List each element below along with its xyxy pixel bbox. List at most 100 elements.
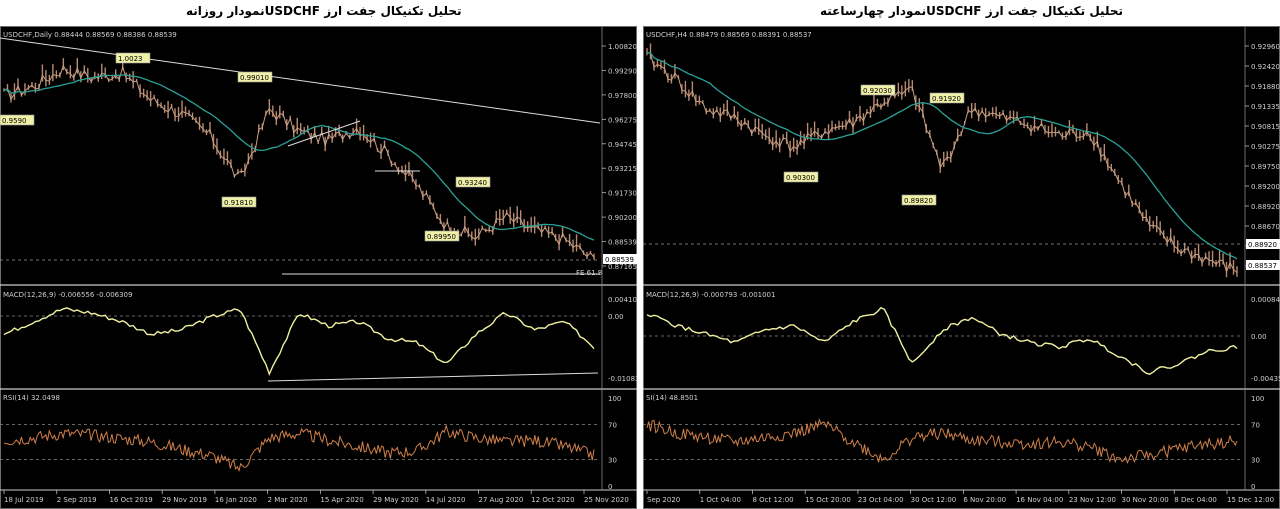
date-tick-label: 15 Dec 12:00 [1227,496,1274,504]
rsi-tick-label: 70 [608,421,617,429]
date-tick-label: 1 Oct 04:00 [700,496,741,504]
price-annotation-label: 0.99010 [240,74,269,82]
price-annotation-label: 0.89820 [904,197,933,205]
right-rsi-header: SI(14) 48.8501 [646,394,698,402]
date-tick-label: 18 Jul 2019 [4,496,44,504]
macd-tick-label: 0.000848 [1251,296,1280,304]
price-annotation-box [115,52,151,64]
price-annotation-box [424,230,460,242]
price-annotation-box [237,71,273,83]
price-tick-label: 0.88670 [1251,223,1280,231]
price-tick-label: 0.96275 [608,116,637,124]
price-annotation-label: 0.93240 [458,179,487,187]
date-tick-label: 23 Nov 12:00 [1069,496,1116,504]
rsi-tick-label: 0 [608,483,612,491]
price-tick-label: 0.97800 [608,92,637,100]
date-tick-label: 23 Oct 04:00 [858,496,904,504]
left-title-pair: USDCHF [264,4,321,18]
panel-border [0,26,637,509]
price-tick-label: 1.00820 [608,43,637,51]
price-tick-label: 0.99290 [608,67,637,75]
date-tick-label: 25 Nov 2020 [584,496,629,504]
right-header: USDCHF,H4 0.88479 0.88569 0.88391 0.8853… [646,31,812,39]
left-chart-panel: USDCHF,Daily 0.88444 0.88569 0.88386 0.8… [0,26,637,509]
macd-divergence-line [267,372,599,382]
rsi-tick-label: 100 [608,395,621,403]
rsi-line [646,417,1238,464]
price-tick-label: 0.92420 [1251,63,1280,71]
rsi-tick-label: 30 [1251,457,1260,465]
macd-tick-label: 0.00 [608,313,624,321]
price-annotation-box [929,92,965,104]
level-price-box [1246,239,1280,249]
macd-line [646,306,1238,375]
price-tick-label: 0.91335 [1251,103,1280,111]
price-annotation-box [901,194,937,206]
current-price-box [603,254,637,264]
macd-line [3,307,595,376]
price-tick-label: 0.94745 [608,141,637,149]
right-title-suffix: نمودار چهارساعته [820,4,927,18]
date-tick-label: 16 Oct 2019 [109,496,152,504]
date-tick-label: 8 Dec 04:00 [1174,496,1217,504]
right-chart-title: تحلیل تکنیکال جفت ارز USDCHFنمودار چهارس… [820,4,1123,22]
price-annotation-label: 0.89950 [427,233,456,241]
date-tick-label: 30 Oct 12:00 [911,496,957,504]
price-tick-label: 0.93215 [608,165,637,173]
rsi-tick-label: 70 [1251,421,1260,429]
price-annotation-box [860,84,896,96]
moving-average-line [646,51,1238,260]
current-price-label: 0.88537 [1248,262,1277,270]
left-fe-label: FE 61.8 [576,269,602,277]
right-title-pair: USDCHF [926,4,982,18]
macd-tick-label: -0.010833 [608,375,637,383]
date-tick-label: 14 Jul 2020 [426,496,466,504]
date-tick-label: 15 Oct 20:00 [805,496,851,504]
price-tick-label: 0.92960 [1251,43,1280,51]
date-tick-label: 16 Jan 2020 [215,496,257,504]
macd-tick-label: -0.004351 [1251,375,1280,383]
date-tick-label: Sep 2020 [647,496,680,504]
rsi-tick-label: 0 [1251,483,1255,491]
left-chart-marks: 1.00820 0.99290 0.97800 0.96275 0.94745 0.932… [0,26,637,509]
rsi-line [3,424,595,472]
trend-line [287,120,361,147]
date-tick-label: 16 Nov 04:00 [1016,496,1063,504]
price-tick-label: 0.90200 [608,214,637,222]
rsi-tick-label: 100 [1251,395,1264,403]
price-tick-label: 0.89200 [1251,183,1280,191]
price-tick-label: 0.90275 [1251,143,1280,151]
date-tick-label: 12 Oct 2020 [531,496,574,504]
price-annotation-label: 0.9590 [2,117,27,125]
date-tick-label: 8 Oct 12:00 [752,496,793,504]
right-chart-marks: 0.92960 0.92420 0.91880 0.91335 0.90815 0.902… [643,26,1280,509]
price-annotation-label: 0.90300 [786,174,815,182]
price-line [3,64,595,258]
left-macd-header: MACD(12,26,9) -0.006556 -0.006309 [3,291,132,299]
price-annotation-box [221,196,257,208]
left-chart-title: تحلیل تکنیکال جفت ارز USDCHFنمودار روزان… [186,4,462,22]
date-tick-label: 29 Nov 2019 [162,496,207,504]
left-title-prefix: تحلیل تکنیکال جفت ارز [324,4,462,18]
date-tick-label: 2 Mar 2020 [268,496,308,504]
price-tick-label: 0.91880 [1251,83,1280,91]
date-tick-label: 30 Nov 20:00 [1122,496,1169,504]
date-tick-label: 27 Aug 2020 [479,496,524,504]
date-tick-label: 2 Sep 2019 [57,496,97,504]
current-price-label: 0.88539 [605,256,634,264]
price-annotation-box [783,171,819,183]
moving-average-line [3,74,595,241]
price-tick-label: 0.88920 [1251,203,1280,211]
macd-tick-label: 0.00 [1251,333,1267,341]
left-header: USDCHF,Daily 0.88444 0.88569 0.88386 0.8… [3,31,177,39]
date-tick-label: 29 May 2020 [373,496,419,504]
price-annotation-label: 1.0023 [118,55,143,63]
price-annotation-label: 0.92030 [863,87,892,95]
macd-tick-label: 0.004101 [608,296,637,304]
price-tick-label: 0.87165 [608,263,637,271]
price-tick-label: 0.89750 [1251,163,1280,171]
level-price-label: 0.88920 [1248,241,1277,249]
right-title-prefix: تحلیل تکنیکال جفت ارز [985,4,1123,18]
rsi-tick-label: 30 [608,457,617,465]
price-tick-label: 0.91730 [608,190,637,198]
